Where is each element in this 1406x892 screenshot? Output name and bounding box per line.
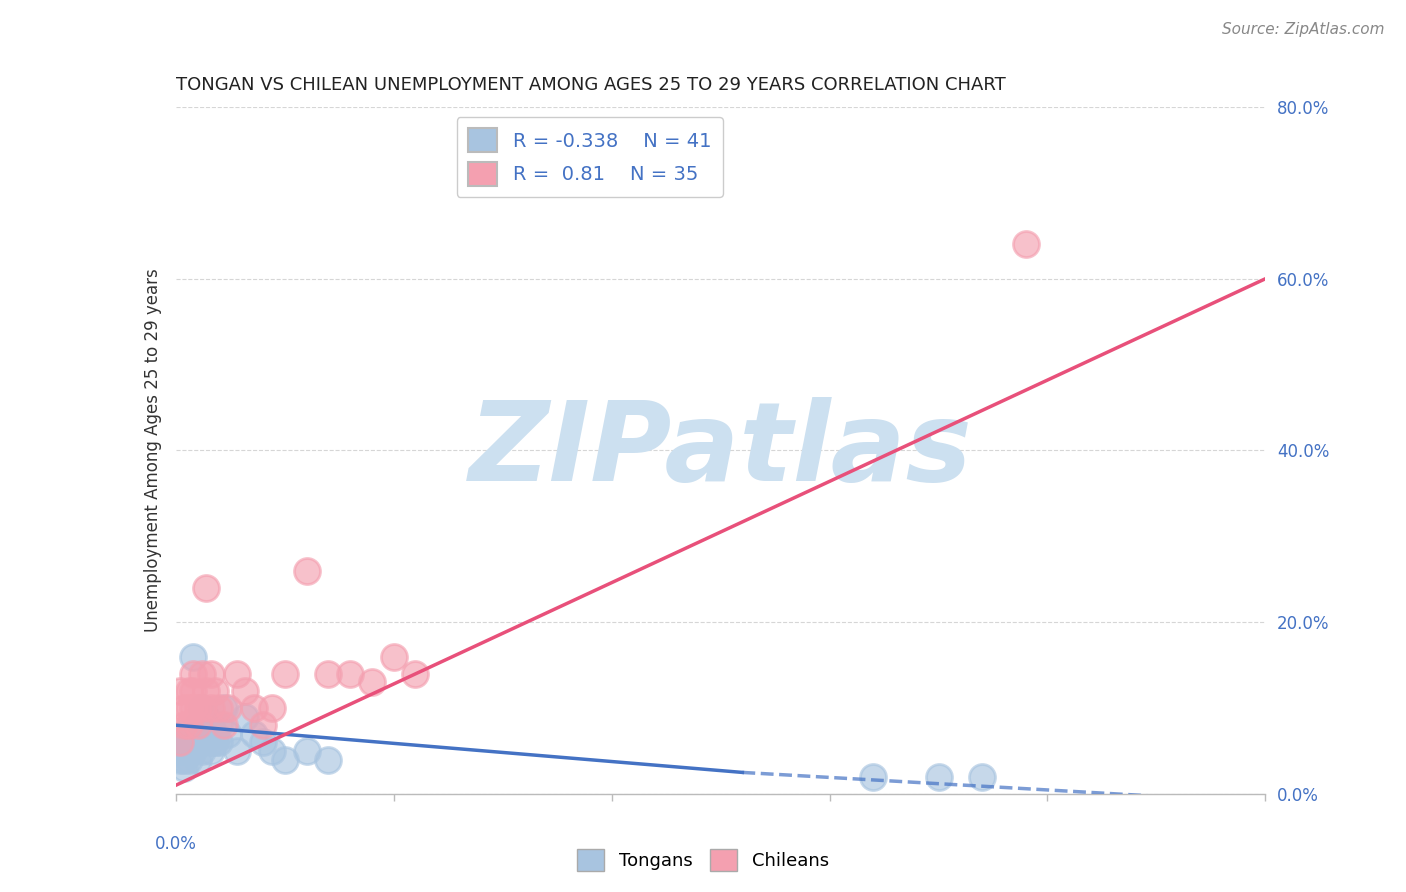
Point bbox=[318, 666, 340, 681]
Point bbox=[208, 735, 231, 749]
Point bbox=[200, 701, 222, 715]
Point bbox=[382, 649, 405, 664]
Point bbox=[181, 735, 204, 749]
Point bbox=[225, 666, 247, 681]
Text: Source: ZipAtlas.com: Source: ZipAtlas.com bbox=[1222, 22, 1385, 37]
Point bbox=[208, 718, 231, 732]
Point bbox=[181, 649, 204, 664]
Point bbox=[177, 718, 200, 732]
Point bbox=[173, 727, 195, 741]
Point bbox=[204, 735, 226, 749]
Point bbox=[173, 761, 195, 775]
Point bbox=[186, 753, 209, 767]
Point bbox=[274, 666, 297, 681]
Point bbox=[191, 727, 214, 741]
Point bbox=[181, 744, 204, 758]
Point bbox=[173, 753, 195, 767]
Point bbox=[217, 701, 239, 715]
Point bbox=[225, 744, 247, 758]
Point bbox=[295, 564, 318, 578]
Text: ZIPatlas: ZIPatlas bbox=[468, 397, 973, 504]
Point bbox=[204, 683, 226, 698]
Text: TONGAN VS CHILEAN UNEMPLOYMENT AMONG AGES 25 TO 29 YEARS CORRELATION CHART: TONGAN VS CHILEAN UNEMPLOYMENT AMONG AGE… bbox=[176, 77, 1005, 95]
Point bbox=[243, 727, 266, 741]
Point bbox=[200, 735, 222, 749]
Point bbox=[252, 735, 274, 749]
Point bbox=[186, 718, 209, 732]
Point bbox=[177, 753, 200, 767]
Point bbox=[274, 753, 297, 767]
Point bbox=[318, 753, 340, 767]
Point bbox=[191, 701, 214, 715]
Legend: R = -0.338    N = 41, R =  0.81    N = 35: R = -0.338 N = 41, R = 0.81 N = 35 bbox=[457, 117, 723, 197]
Point bbox=[235, 683, 257, 698]
Point bbox=[243, 701, 266, 715]
Point bbox=[169, 683, 191, 698]
Point bbox=[295, 744, 318, 758]
Point bbox=[200, 718, 222, 732]
Point bbox=[212, 718, 235, 732]
Point bbox=[217, 727, 239, 741]
Point bbox=[235, 709, 257, 723]
Point bbox=[173, 744, 195, 758]
Point bbox=[862, 770, 884, 784]
Point bbox=[191, 666, 214, 681]
Point bbox=[204, 727, 226, 741]
Point bbox=[195, 683, 218, 698]
Point bbox=[1015, 237, 1038, 252]
Point bbox=[360, 675, 382, 690]
Point bbox=[339, 666, 361, 681]
Point bbox=[169, 735, 191, 749]
Text: 0.0%: 0.0% bbox=[155, 835, 197, 853]
Point bbox=[169, 753, 191, 767]
Point bbox=[177, 727, 200, 741]
Point bbox=[177, 683, 200, 698]
Point bbox=[169, 735, 191, 749]
Point bbox=[405, 666, 427, 681]
Point bbox=[260, 744, 283, 758]
Point bbox=[195, 709, 218, 723]
Point bbox=[928, 770, 950, 784]
Point bbox=[181, 666, 204, 681]
Point bbox=[186, 718, 209, 732]
Point bbox=[252, 718, 274, 732]
Point bbox=[173, 718, 195, 732]
Point bbox=[195, 727, 218, 741]
Point bbox=[173, 701, 195, 715]
Point bbox=[177, 701, 200, 715]
Point bbox=[195, 581, 218, 595]
Point bbox=[200, 666, 222, 681]
Point bbox=[177, 735, 200, 749]
Point bbox=[200, 744, 222, 758]
Y-axis label: Unemployment Among Ages 25 to 29 years: Unemployment Among Ages 25 to 29 years bbox=[143, 268, 162, 632]
Point bbox=[208, 701, 231, 715]
Point bbox=[260, 701, 283, 715]
Point bbox=[186, 701, 209, 715]
Point bbox=[191, 701, 214, 715]
Point bbox=[970, 770, 993, 784]
Legend: Tongans, Chileans: Tongans, Chileans bbox=[569, 842, 837, 879]
Point bbox=[212, 701, 235, 715]
Point bbox=[181, 683, 204, 698]
Point bbox=[177, 744, 200, 758]
Point bbox=[186, 735, 209, 749]
Point bbox=[181, 701, 204, 715]
Point bbox=[191, 744, 214, 758]
